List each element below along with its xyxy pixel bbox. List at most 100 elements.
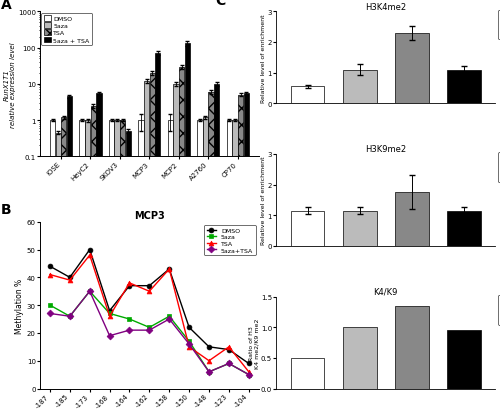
Bar (179, 67, 184, 409)
TSA (206, 358, 212, 363)
5aza (166, 314, 172, 319)
TSA (67, 278, 73, 283)
5aza (67, 314, 73, 319)
Bar (109, 121, 114, 409)
Title: H3K9me2: H3K9me2 (365, 145, 406, 154)
DMSO (126, 283, 132, 288)
Bar (244, 94, 249, 409)
DMSO (166, 267, 172, 272)
Text: B: B (0, 203, 11, 217)
Bar (290, 358, 324, 389)
Bar (61, 118, 66, 409)
Legend: DMSO, 5aza, TSA, 5aza+TSA: DMSO, 5aza, TSA, 5aza+TSA (204, 225, 256, 256)
5aza+TSA (166, 317, 172, 322)
Title: K4/K9: K4/K9 (374, 287, 398, 296)
Bar (126, 132, 131, 409)
Line: 5aza+TSA: 5aza+TSA (48, 289, 251, 377)
Bar (208, 92, 214, 409)
Bar (447, 71, 480, 104)
5aza+TSA (67, 314, 73, 319)
DMSO (186, 325, 192, 330)
Y-axis label: Relative level of enrichment: Relative level of enrichment (261, 14, 266, 102)
DMSO (106, 308, 112, 313)
Bar (56, 133, 61, 409)
Bar (184, 44, 190, 409)
5aza+TSA (146, 328, 152, 333)
5aza+TSA (86, 289, 92, 294)
5aza (47, 303, 53, 308)
Bar (232, 121, 237, 409)
Bar (290, 87, 324, 104)
Bar (342, 70, 376, 104)
TSA (226, 344, 232, 349)
Y-axis label: Ratio of H3
K4 me2/K9 me2: Ratio of H3 K4 me2/K9 me2 (248, 317, 260, 368)
Bar (90, 106, 96, 409)
Line: 5aza: 5aza (48, 289, 251, 377)
Bar (85, 121, 90, 409)
Legend: DMSO, 5aza, TSA, 5aza+TSA: DMSO, 5aza, TSA, 5aza+TSA (498, 153, 500, 182)
Bar (155, 54, 160, 409)
5aza (106, 311, 112, 316)
Bar (447, 211, 480, 246)
DMSO (86, 247, 92, 252)
DMSO (146, 283, 152, 288)
TSA (47, 272, 53, 277)
DMSO (47, 264, 53, 269)
TSA (86, 253, 92, 258)
Bar (174, 85, 178, 409)
5aza+TSA (206, 369, 212, 374)
TSA (186, 344, 192, 349)
Line: DMSO: DMSO (48, 247, 251, 366)
Bar (226, 121, 232, 409)
Bar (50, 121, 55, 409)
5aza (206, 369, 212, 374)
5aza+TSA (106, 333, 112, 338)
Bar (394, 306, 428, 389)
Y-axis label: Methylation %: Methylation % (15, 278, 24, 333)
Bar (66, 97, 72, 409)
5aza (246, 372, 252, 377)
Bar (238, 95, 243, 409)
DMSO (246, 361, 252, 366)
Bar (447, 330, 480, 389)
Y-axis label: Relative level of enrichment: Relative level of enrichment (261, 156, 266, 245)
Legend: DMSO, 5aza, TSA, 5aza+TSA: DMSO, 5aza, TSA, 5aza+TSA (498, 295, 500, 325)
Bar (342, 211, 376, 246)
Title: H3K4me2: H3K4me2 (365, 2, 406, 11)
TSA (246, 369, 252, 374)
Bar (203, 118, 208, 409)
Title: MCP3: MCP3 (134, 210, 165, 220)
Text: C: C (215, 0, 225, 8)
Bar (80, 121, 84, 409)
5aza (86, 289, 92, 294)
DMSO (226, 347, 232, 352)
Legend: DMSO, 5aza, TSA, 5aza+TSA: DMSO, 5aza, TSA, 5aza+TSA (498, 11, 500, 40)
Bar (120, 121, 126, 409)
Bar (342, 327, 376, 389)
Bar (197, 121, 202, 409)
Bar (394, 34, 428, 104)
TSA (106, 314, 112, 319)
TSA (166, 267, 172, 272)
Line: TSA: TSA (48, 253, 251, 374)
5aza (186, 339, 192, 344)
Bar (214, 85, 220, 409)
Bar (290, 211, 324, 246)
Bar (394, 193, 428, 246)
Bar (168, 121, 173, 409)
Bar (144, 82, 149, 409)
5aza+TSA (47, 311, 53, 316)
5aza (226, 361, 232, 366)
5aza (126, 317, 132, 322)
5aza (146, 325, 152, 330)
Y-axis label: RunX1T1
relative expression level: RunX1T1 relative expression level (4, 42, 16, 127)
5aza+TSA (126, 328, 132, 333)
DMSO (206, 344, 212, 349)
Bar (138, 121, 143, 409)
5aza+TSA (186, 342, 192, 347)
Bar (96, 94, 102, 409)
5aza+TSA (226, 361, 232, 366)
Bar (150, 74, 155, 409)
TSA (146, 289, 152, 294)
TSA (126, 281, 132, 285)
